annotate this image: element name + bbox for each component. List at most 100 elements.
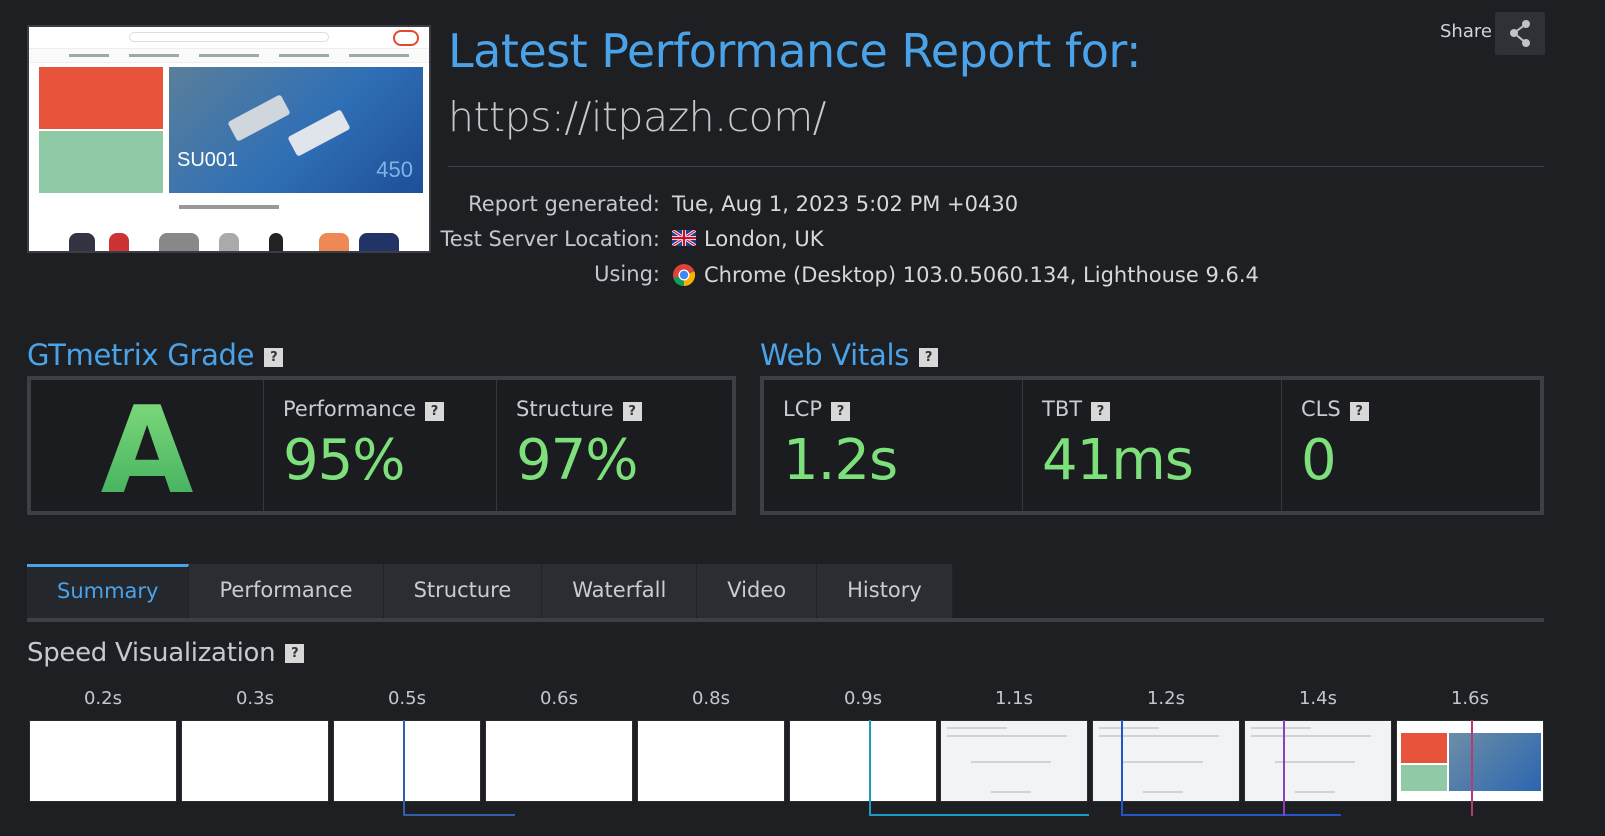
lcp-label-text: LCP (783, 397, 823, 421)
page-screenshot-thumbnail[interactable]: SU001 450 (27, 25, 431, 253)
frame-time-label: 1.6s (1450, 688, 1489, 709)
cls-cell: CLS? 0 (1282, 380, 1540, 511)
frame-placeholder-line (1099, 727, 1159, 729)
filmstrip-frame[interactable] (333, 720, 481, 802)
share-button[interactable] (1495, 12, 1545, 55)
meta-value: Tue, Aug 1, 2023 5:02 PM +0430 (672, 192, 1018, 216)
help-icon[interactable]: ? (1349, 402, 1369, 421)
frame-time-label: 0.8s (691, 688, 730, 709)
meta-using: Using: (0, 262, 660, 292)
milestone-marker (1471, 720, 1473, 816)
performance-value: 95% (283, 428, 405, 493)
vitals-box: LCP? 1.2s TBT? 41ms CLS? 0 (760, 376, 1544, 515)
grade-title-text: GTmetrix Grade (27, 338, 255, 372)
help-icon[interactable]: ? (264, 347, 284, 367)
structure-cell: Structure? 97% (497, 380, 732, 511)
meta-server-location-value: London, UK (0, 227, 1400, 257)
frame-placeholder-line (991, 791, 1031, 793)
filmstrip-frame[interactable] (637, 720, 785, 802)
frame-placeholder-line (1275, 761, 1355, 763)
filmstrip-frame[interactable] (789, 720, 937, 802)
grade-section-title: GTmetrix Grade? (27, 338, 284, 372)
meta-report-generated: Report generated: (0, 192, 660, 222)
filmstrip-frame[interactable] (485, 720, 633, 802)
tab-structure[interactable]: Structure (383, 564, 543, 618)
lcp-label: LCP? (783, 397, 851, 421)
milestone-marker (1121, 720, 1123, 816)
filmstrip-frame[interactable] (940, 720, 1088, 802)
tab-video[interactable]: Video (697, 564, 818, 618)
meta-using-value: Chrome (Desktop) 103.0.5060.134, Lightho… (0, 262, 1400, 292)
help-icon[interactable]: ? (285, 644, 305, 663)
tab-history[interactable]: History (817, 564, 953, 618)
frame-placeholder-line (1099, 735, 1219, 737)
filmstrip-frame[interactable] (29, 720, 177, 802)
frame-placeholder-line (947, 727, 1007, 729)
thumb-nav (29, 49, 429, 63)
filmstrip-frame[interactable] (1092, 720, 1240, 802)
cls-value: 0 (1301, 428, 1337, 493)
lcp-cell: LCP? 1.2s (764, 380, 1023, 511)
thumb-product-name: SU001 (177, 149, 239, 171)
lcp-value: 1.2s (783, 428, 898, 493)
chrome-icon (672, 262, 696, 287)
help-icon[interactable]: ? (831, 402, 851, 421)
grade-letter: A (31, 382, 263, 521)
structure-value: 97% (516, 428, 638, 493)
grade-letter-cell: A (31, 380, 264, 521)
frame-time-label: 0.3s (235, 688, 274, 709)
report-url[interactable]: https://itpazh.com/ (448, 93, 827, 141)
meta-report-generated-value: Tue, Aug 1, 2023 5:02 PM +0430 (0, 192, 1400, 222)
help-icon[interactable]: ? (1091, 402, 1111, 421)
frame-banner (1401, 733, 1447, 763)
milestone-marker-line (869, 814, 1089, 816)
filmstrip-frame[interactable] (181, 720, 329, 802)
vitals-title-text: Web Vitals (760, 338, 910, 372)
tab-summary[interactable]: Summary (27, 564, 190, 618)
meta-value: London, UK (671, 227, 824, 251)
performance-label: Performance? (283, 397, 445, 421)
share-icon (1510, 20, 1530, 47)
filmstrip-frame[interactable] (1244, 720, 1392, 802)
help-icon[interactable]: ? (622, 402, 642, 421)
tab-waterfall[interactable]: Waterfall (542, 564, 698, 618)
frame-time-label: 0.9s (843, 688, 882, 709)
structure-label: Structure? (516, 397, 642, 421)
report-date: Tue, Aug 1, 2023 5:02 PM +0430 (672, 192, 1019, 216)
meta-key: Report generated: (468, 192, 660, 216)
frame-time-label: 0.6s (539, 688, 578, 709)
milestone-marker (869, 720, 871, 816)
thumb-header (29, 27, 429, 49)
header-divider (448, 166, 1544, 167)
speed-visualization-title: Speed Visualization? (27, 638, 305, 668)
help-icon[interactable]: ? (425, 402, 445, 421)
filmstrip-frame[interactable] (1396, 720, 1544, 802)
tab-performance[interactable]: Performance (189, 564, 384, 618)
thumb-search-bar (129, 32, 329, 42)
frame-time-label: 0.5s (387, 688, 426, 709)
frame-time-label: 1.4s (1298, 688, 1337, 709)
browser-version: Chrome (Desktop) 103.0.5060.134, Lightho… (704, 262, 1259, 287)
frame-placeholder-line (947, 735, 1067, 737)
frame-placeholder-line (1251, 735, 1371, 737)
vitals-section-title: Web Vitals? (760, 338, 939, 372)
tbt-label: TBT? (1042, 397, 1111, 421)
meta-key: Using: (594, 262, 660, 286)
cls-label-text: CLS (1301, 397, 1341, 421)
meta-key: Test Server Location: (440, 227, 660, 251)
frame-placeholder-line (1251, 727, 1311, 729)
report-title: Latest Performance Report for: (448, 24, 1141, 78)
thumb-banner-usb: SU001 450 (169, 67, 423, 193)
frame-time-label: 0.2s (83, 688, 122, 709)
share-label[interactable]: Share (1440, 21, 1492, 42)
help-icon[interactable]: ? (919, 347, 939, 367)
server-location: London, UK (704, 227, 824, 251)
thumb-banner-red (39, 67, 163, 129)
meta-value: Chrome (Desktop) 103.0.5060.134, Lightho… (672, 262, 1259, 287)
performance-cell: Performance? 95% (264, 380, 497, 511)
frame-placeholder-line (1123, 761, 1203, 763)
meta-server-location: Test Server Location: (0, 227, 660, 257)
milestone-marker-line (1121, 814, 1341, 816)
tbt-label-text: TBT (1042, 397, 1083, 421)
speed-title-text: Speed Visualization (27, 638, 276, 668)
